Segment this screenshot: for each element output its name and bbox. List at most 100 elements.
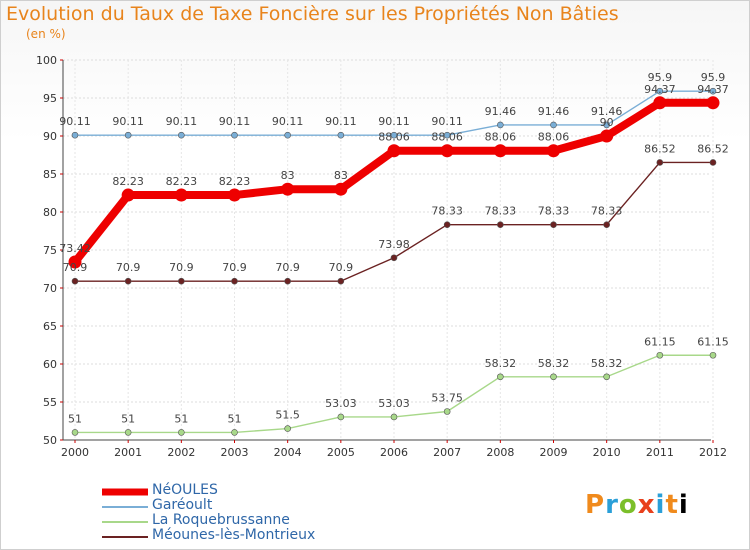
- label-m-ounes-l-s-montrieux-2005: 70.9: [329, 261, 354, 274]
- label-m-ounes-l-s-montrieux-2009: 78.33: [538, 205, 570, 218]
- point-n-oules-2011: [653, 96, 667, 110]
- point-m-ounes-l-s-montrieux-2006: [390, 254, 398, 262]
- label-gar-oult-2004: 90.11: [272, 115, 304, 128]
- point-gar-oult-2010: [603, 121, 610, 129]
- point-la-roquebrussanne-2012: [709, 351, 717, 359]
- y-tick-label-50: 50: [43, 434, 57, 447]
- y-tick-label-65: 65: [43, 320, 57, 333]
- label-gar-oult-2003: 90.11: [219, 115, 251, 128]
- point-gar-oult-2002: [178, 131, 185, 139]
- point-gar-oult-2011: [656, 87, 664, 95]
- point-n-oules-2008: [493, 144, 507, 158]
- legend-label-neoules: NéOULES: [152, 482, 218, 498]
- y-tick-label-100: 100: [36, 54, 57, 67]
- point-m-ounes-l-s-montrieux-2008: [497, 221, 504, 228]
- point-n-oules-2007: [440, 144, 454, 158]
- label-n-oules-2003: 82.23: [219, 175, 251, 188]
- label-n-oules-2004: 83: [281, 169, 295, 182]
- x-tick-label-2004: 2004: [274, 446, 302, 459]
- point-gar-oult-2000: [71, 131, 79, 139]
- point-gar-oult-2012: [709, 87, 717, 95]
- y-tick-label-85: 85: [43, 168, 57, 181]
- point-gar-oult-2004: [284, 131, 291, 139]
- label-la-roquebrussanne-2000: 51: [68, 412, 82, 425]
- point-n-oules-2006: [387, 144, 401, 158]
- point-n-oules-2001: [121, 188, 135, 202]
- point-la-roquebrussanne-2009: [550, 373, 557, 381]
- label-n-oules-2006: 88.06: [378, 131, 410, 144]
- point-la-roquebrussanne-2005: [337, 413, 345, 421]
- point-m-ounes-l-s-montrieux-2004: [284, 277, 291, 285]
- x-tick-label-2002: 2002: [167, 446, 195, 459]
- point-n-oules-2002: [174, 188, 188, 202]
- point-la-roquebrussanne-2004: [284, 425, 291, 432]
- point-gar-oult-2008: [497, 121, 504, 129]
- label-gar-oult-2000: 90.11: [59, 115, 91, 128]
- label-la-roquebrussanne-2008: 58.32: [485, 357, 517, 370]
- point-m-ounes-l-s-montrieux-2000: [71, 277, 79, 285]
- legend-label-gareoult: Garéoult: [152, 497, 213, 513]
- point-la-roquebrussanne-2002: [178, 429, 185, 436]
- label-la-roquebrussanne-2004: 51.5: [275, 409, 300, 422]
- label-gar-oult-2012: 95.9: [701, 71, 726, 84]
- axes: 50 55 60 65 70 75 80 85 90 95 100 2000 2001 2002 2003 2…: [36, 54, 727, 459]
- x-tick-label-2000: 2000: [61, 446, 89, 459]
- point-la-roquebrussanne-2010: [603, 373, 610, 381]
- data-labels: 70.9 70.9 70.9 70.9 70.9 70.9 73.98 78.33 78.33 7…: [59, 71, 729, 425]
- label-m-ounes-l-s-montrieux-2001: 70.9: [116, 261, 141, 274]
- point-la-roquebrussanne-2001: [124, 429, 132, 436]
- label-gar-oult-2007: 90.11: [431, 115, 463, 128]
- point-la-roquebrussanne-2000: [71, 429, 79, 436]
- label-m-ounes-l-s-montrieux-2010: 78.33: [591, 205, 623, 218]
- label-gar-oult-2009: 91.46: [538, 105, 570, 118]
- label-m-ounes-l-s-montrieux-2012: 86.52: [697, 142, 729, 155]
- series-points: [68, 87, 720, 436]
- point-m-ounes-l-s-montrieux-2005: [337, 277, 345, 285]
- label-m-ounes-l-s-montrieux-2000: 70.9: [63, 261, 88, 274]
- x-tick-label-2003: 2003: [221, 446, 249, 459]
- label-n-oules-2000: 73.42: [59, 242, 91, 255]
- x-tick-label-2007: 2007: [433, 446, 461, 459]
- chart-subtitle: (en %): [26, 27, 66, 41]
- label-gar-oult-2010: 91.46: [591, 105, 623, 118]
- label-n-oules-2001: 82.23: [112, 175, 144, 188]
- label-la-roquebrussanne-2011: 61.15: [644, 335, 676, 348]
- label-la-roquebrussanne-2006: 53.03: [378, 397, 410, 410]
- label-n-oules-2002: 82.23: [166, 175, 198, 188]
- point-la-roquebrussanne-2003: [231, 429, 238, 436]
- legend-swatch-meounes: [102, 536, 148, 538]
- point-la-roquebrussanne-2011: [656, 351, 664, 359]
- label-gar-oult-2008: 91.46: [485, 105, 517, 118]
- chart-title: Evolution du Taux de Taxe Foncière sur l…: [6, 3, 619, 25]
- label-gar-oult-2006: 90.11: [378, 115, 410, 128]
- x-tick-label-2006: 2006: [380, 446, 408, 459]
- point-la-roquebrussanne-2006: [390, 413, 398, 421]
- x-tick-label-2009: 2009: [540, 446, 568, 459]
- point-gar-oult-2005: [337, 131, 345, 139]
- label-m-ounes-l-s-montrieux-2006: 73.98: [378, 238, 410, 251]
- label-m-ounes-l-s-montrieux-2002: 70.9: [169, 261, 194, 274]
- y-tick-label-75: 75: [43, 244, 57, 257]
- label-n-oules-2010: 90: [600, 116, 614, 129]
- label-m-ounes-l-s-montrieux-2007: 78.33: [431, 205, 463, 218]
- label-la-roquebrussanne-2005: 53.03: [325, 397, 357, 410]
- label-gar-oult-2001: 90.11: [112, 115, 144, 128]
- point-gar-oult-2003: [231, 131, 238, 139]
- point-m-ounes-l-s-montrieux-2010: [603, 221, 610, 228]
- label-m-ounes-l-s-montrieux-2008: 78.33: [485, 205, 517, 218]
- x-tick-label-2012: 2012: [699, 446, 727, 459]
- legend-swatch-la-roquebrussanne: [102, 521, 148, 523]
- label-la-roquebrussanne-2009: 58.32: [538, 357, 570, 370]
- label-la-roquebrussanne-2003: 51: [228, 412, 242, 425]
- y-tick-label-90: 90: [43, 130, 57, 143]
- point-m-ounes-l-s-montrieux-2011: [656, 159, 664, 166]
- legend-swatch-gareoult: [102, 506, 148, 508]
- point-n-oules-2010: [600, 129, 614, 143]
- point-n-oules-2012: [706, 96, 720, 110]
- point-gar-oult-2001: [124, 131, 132, 139]
- point-m-ounes-l-s-montrieux-2009: [550, 221, 557, 228]
- label-m-ounes-l-s-montrieux-2004: 70.9: [275, 261, 300, 274]
- point-n-oules-2009: [547, 144, 560, 158]
- y-tick-label-80: 80: [43, 206, 57, 219]
